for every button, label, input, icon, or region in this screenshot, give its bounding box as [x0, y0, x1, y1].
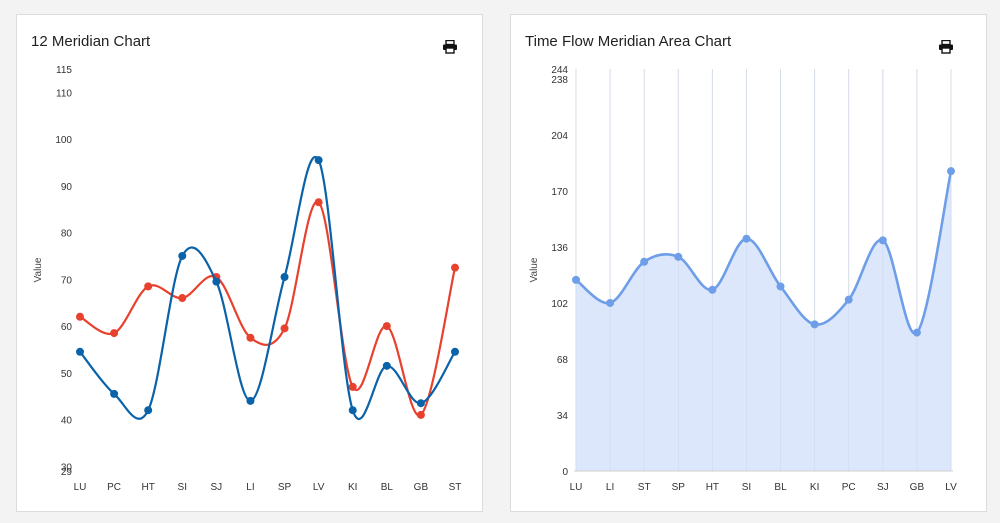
data-point — [110, 389, 119, 398]
data-point — [451, 347, 459, 356]
y-tick-label: 238 — [551, 75, 568, 86]
x-tick-label: PC — [107, 482, 121, 493]
data-point — [76, 312, 84, 321]
y-tick-label: 70 — [61, 275, 73, 286]
data-point — [144, 282, 153, 291]
x-tick-label: GB — [414, 482, 429, 493]
series-area-fill — [576, 171, 951, 472]
y-tick-label: 100 — [55, 135, 72, 146]
data-point — [947, 167, 955, 176]
y-tick-label: 244 — [551, 65, 568, 76]
data-point — [810, 320, 819, 329]
y-tick-label: 115 — [56, 65, 72, 76]
y-tick-label: 30 — [61, 462, 73, 473]
data-point — [844, 295, 853, 304]
x-tick-label: SI — [178, 482, 187, 493]
meridian-chart-card: 12 Meridian Chart Value 29 30 40 50 60 70 80 90 1… — [16, 14, 483, 512]
y-tick-label: 170 — [551, 187, 568, 198]
y-tick-label: 29 — [61, 467, 73, 478]
y-tick-label: 50 — [61, 369, 73, 380]
data-point — [776, 282, 785, 291]
y-tick-label: 204 — [551, 131, 568, 142]
x-tick-label: LI — [606, 482, 614, 493]
data-point — [144, 406, 153, 415]
x-tick-label: ST — [449, 482, 462, 493]
y-axis-label: Value — [33, 257, 44, 282]
x-tick-label: KI — [810, 482, 819, 493]
x-tick-label: HT — [706, 482, 719, 493]
y-tick-label: 80 — [61, 229, 73, 240]
x-tick-label: LU — [570, 482, 583, 493]
data-point — [912, 328, 921, 337]
y-axis-label: Value — [529, 257, 540, 282]
x-tick-label: BL — [381, 482, 394, 493]
data-point — [572, 275, 580, 284]
x-tick-label: SP — [278, 482, 292, 493]
x-tick-label: SI — [742, 482, 751, 493]
data-point — [280, 324, 289, 333]
x-tick-label: PC — [842, 482, 856, 493]
data-point — [382, 361, 391, 370]
y-tick-label: 34 — [557, 411, 569, 422]
data-point — [416, 410, 425, 419]
x-tick-label: SJ — [211, 482, 223, 493]
data-point — [280, 273, 289, 282]
data-point — [314, 156, 323, 165]
y-tick-label: 102 — [551, 299, 568, 310]
data-point — [76, 347, 84, 356]
data-point — [246, 396, 255, 405]
data-point — [878, 236, 887, 245]
data-point — [178, 294, 187, 303]
data-point — [246, 333, 255, 342]
data-point — [742, 234, 751, 243]
chart-title: Time Flow Meridian Area Chart — [525, 33, 732, 50]
y-tick-label: 90 — [61, 182, 73, 193]
y-tick-label: 68 — [557, 355, 569, 366]
data-point — [348, 406, 357, 415]
time-flow-chart-card: Time Flow Meridian Area Chart Value 0 34 68… — [510, 14, 987, 512]
y-tick-label: 110 — [56, 88, 72, 99]
data-point — [416, 399, 425, 408]
x-tick-label: LV — [313, 482, 325, 493]
y-tick-label: 136 — [551, 243, 568, 254]
x-tick-label: SP — [672, 482, 686, 493]
data-point — [178, 251, 187, 260]
data-point — [314, 198, 323, 207]
x-tick-label: LI — [246, 482, 254, 493]
x-tick-label: LU — [74, 482, 87, 493]
x-tick-label: LV — [945, 482, 957, 493]
x-tick-label: SJ — [877, 482, 889, 493]
series-line — [79, 155, 456, 421]
data-point — [212, 277, 221, 286]
y-tick-label: 60 — [61, 322, 73, 333]
print-icon[interactable] — [938, 39, 954, 54]
x-tick-label: HT — [142, 482, 155, 493]
data-point — [674, 252, 683, 261]
y-tick-label: 0 — [562, 467, 568, 478]
x-tick-label: GB — [910, 482, 925, 493]
data-point — [451, 263, 459, 272]
print-icon[interactable] — [442, 39, 458, 54]
data-point — [348, 382, 357, 391]
chart-title: 12 Meridian Chart — [31, 33, 151, 50]
x-tick-label: KI — [348, 482, 357, 493]
x-tick-label: ST — [638, 482, 651, 493]
data-point — [606, 298, 615, 307]
series-line — [79, 200, 457, 417]
data-point — [640, 257, 649, 266]
data-point — [708, 285, 717, 294]
data-point — [110, 329, 119, 338]
x-tick-label: BL — [774, 482, 787, 493]
y-tick-label: 40 — [61, 416, 73, 427]
data-point — [382, 322, 391, 331]
